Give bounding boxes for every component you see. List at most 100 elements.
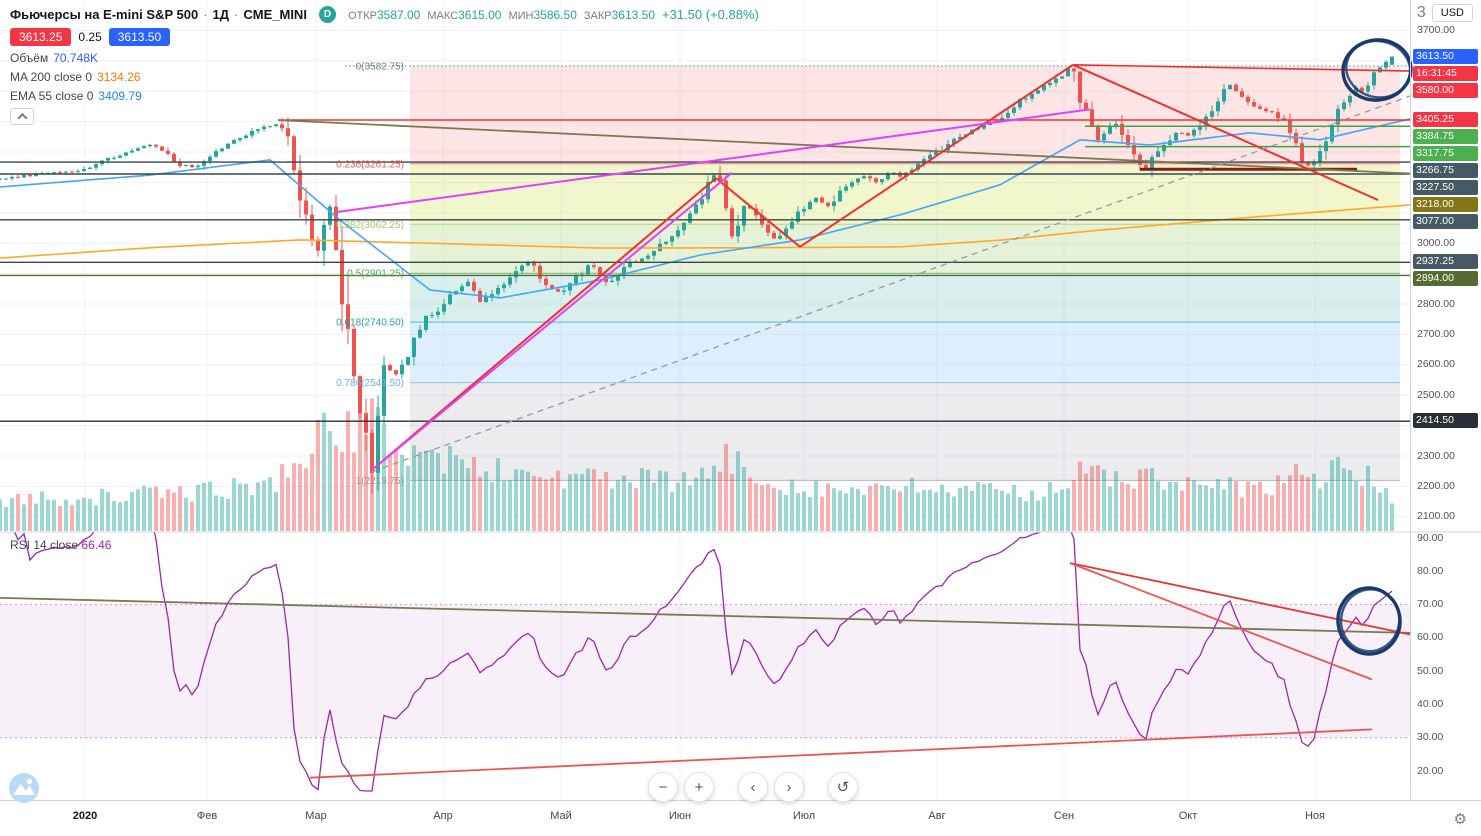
price-axis-label: 2600.00 (1417, 358, 1455, 371)
axis-unit-partial: 3 (1416, 4, 1426, 21)
rsi-axis-label: 40.00 (1417, 697, 1444, 710)
fib-zones (345, 65, 1410, 481)
open-label: ОТКР (347, 9, 377, 22)
price-axis-label: 3700.00 (1417, 23, 1455, 36)
ohlc-row: ОТКР3587.00 МАКС3615.00 МИН3586.50 ЗАКР3… (348, 8, 655, 22)
rsi-axis-label: 30.00 (1417, 731, 1444, 744)
candles-layer (0, 56, 1394, 495)
chart-nav-controls: − + ‹ › ↺ (648, 772, 858, 802)
time-axis-label: Июн (668, 810, 692, 822)
rsi-axis-label: 80.00 (1417, 564, 1444, 577)
price-axis-price-box: 3384.75 (1413, 129, 1478, 144)
volume-value: 70.748K (53, 51, 98, 65)
price-axis-price-box: 16:31:45 (1413, 65, 1478, 81)
drawings-layer[interactable] (0, 63, 1481, 473)
price-axis-label: 2100.00 (1417, 510, 1455, 523)
price-axis-label: 2500.00 (1417, 388, 1455, 401)
rsi-legend: RSI 14 close 66.46 (10, 538, 111, 552)
price-axis-price-box: 3405.25 (1413, 112, 1478, 127)
interval-label[interactable]: 1Д (212, 7, 230, 22)
price-axis-label: 2700.00 (1417, 327, 1455, 340)
ma200-value: 3134.26 (97, 70, 141, 84)
price-axis[interactable]: 3700.00 3000.00 2800.00 2700.00 2600.00 2500.… (1410, 0, 1481, 800)
sell-price-button[interactable]: 3613.25 (10, 28, 72, 46)
low-label: МИН (508, 9, 534, 22)
ma200-indicator-label[interactable]: MA 200 close 0 (10, 70, 93, 84)
rsi-indicator-label[interactable]: RSI 14 close (10, 538, 79, 552)
rsi-value: 66.46 (81, 538, 112, 552)
chart-legend: Фьючерсы на E-mini S&P 500 · 1Д · CME_MI… (10, 6, 759, 125)
time-axis-label: Мар (305, 810, 327, 822)
volume-layer (0, 398, 1394, 531)
scroll-left-button[interactable]: ‹ (738, 772, 768, 802)
volume-indicator-label[interactable]: Объём (10, 51, 49, 65)
price-axis-label: 2800.00 (1417, 297, 1455, 310)
separator: · (234, 7, 239, 22)
time-axis-label: Май (550, 810, 572, 822)
svg-text:0.236(3261.25): 0.236(3261.25) (336, 159, 404, 170)
chevron-up-icon (17, 112, 27, 123)
interval-badge: D (318, 6, 336, 23)
price-axis-price-box: 3218.00 (1413, 197, 1478, 212)
price-axis-label: 2200.00 (1417, 479, 1455, 492)
svg-text:1(2219.75): 1(2219.75) (356, 476, 404, 487)
svg-text:0(3582.75): 0(3582.75) (356, 62, 404, 73)
time-axis-label: 2020 (72, 810, 98, 822)
time-axis-label: Ноя (1304, 810, 1326, 822)
svg-text:0.618(2740.50): 0.618(2740.50) (336, 318, 404, 329)
currency-button[interactable]: USD (1431, 4, 1473, 22)
rsi-axis-label: 90.00 (1417, 531, 1444, 544)
buy-price-button[interactable]: 3613.50 (108, 28, 171, 46)
spread-value: 0.25 (78, 30, 102, 44)
time-axis-label: Сен (1053, 810, 1075, 822)
price-axis-price-box: 3266.75 (1413, 163, 1478, 178)
low-value: 3586.50 (533, 7, 577, 22)
price-axis-price-box: 3077.00 (1413, 214, 1478, 229)
price-axis-price-box: 3580.00 (1413, 82, 1478, 98)
change-value: +31.50 (+0.88%) (662, 7, 759, 22)
rsi-axis-label: 50.00 (1417, 664, 1444, 677)
annotation-circles[interactable] (1334, 35, 1416, 658)
price-axis-price-box: 2414.50 (1413, 413, 1478, 429)
svg-text:0.382(3062.25): 0.382(3062.25) (336, 220, 404, 231)
rsi-axis-label: 70.00 (1417, 598, 1444, 611)
fib-labels: 0(3582.75) 0.236(3261.25) 0.382(3062.25) 0.… (336, 62, 404, 487)
axis-settings: 3 USD (1417, 4, 1473, 22)
ema55-value: 3409.79 (98, 89, 142, 103)
grid-layer (0, 0, 1410, 800)
open-value: 3587.00 (376, 7, 421, 22)
rsi-layer (0, 532, 1410, 792)
ema55-indicator-label[interactable]: EMA 55 close 0 (10, 89, 94, 103)
exchange-label: CME_MINI (243, 7, 307, 22)
zoom-out-button[interactable]: − (648, 772, 678, 802)
high-value: 3615.00 (458, 7, 502, 22)
time-axis-label: Окт (1178, 810, 1198, 822)
svg-text:0.5(2901.25): 0.5(2901.25) (347, 269, 404, 280)
price-axis-price-box: 3613.50 (1413, 48, 1478, 64)
time-axis[interactable]: 2020 Фев Мар Апр Май Июн Июл Авг Сен Окт Ноя (0, 800, 1481, 836)
logo-icon[interactable] (8, 772, 40, 804)
collapse-legend-button[interactable] (10, 108, 34, 125)
scroll-right-button[interactable]: › (774, 772, 804, 802)
price-axis-price-box: 3317.75 (1413, 146, 1478, 161)
price-axis-label: 2300.00 (1417, 449, 1455, 462)
high-label: МАКС (427, 9, 459, 22)
time-axis-label: Апр (433, 810, 453, 822)
price-axis-price-box: 3227.50 (1413, 180, 1478, 195)
price-axis-price-box: 2894.00 (1413, 271, 1478, 287)
close-label: ЗАКР (583, 9, 612, 22)
time-axis-label: Авг (928, 810, 946, 822)
separator: · (203, 7, 208, 22)
svg-text:0.786(2541.50): 0.786(2541.50) (336, 378, 404, 389)
symbol-title[interactable]: Фьючерсы на E-mini S&P 500 (10, 7, 199, 22)
price-axis-price-box: 2937.25 (1413, 254, 1478, 270)
rsi-axis-label: 60.00 (1417, 631, 1444, 644)
reset-chart-button[interactable]: ↺ (828, 772, 858, 802)
zoom-in-button[interactable]: + (684, 772, 714, 802)
time-axis-label: Фев (196, 810, 218, 822)
settings-gear-icon[interactable]: ⚙ (1453, 811, 1467, 828)
ma-lines (0, 118, 1410, 299)
rsi-axis-label: 20.00 (1417, 764, 1444, 777)
